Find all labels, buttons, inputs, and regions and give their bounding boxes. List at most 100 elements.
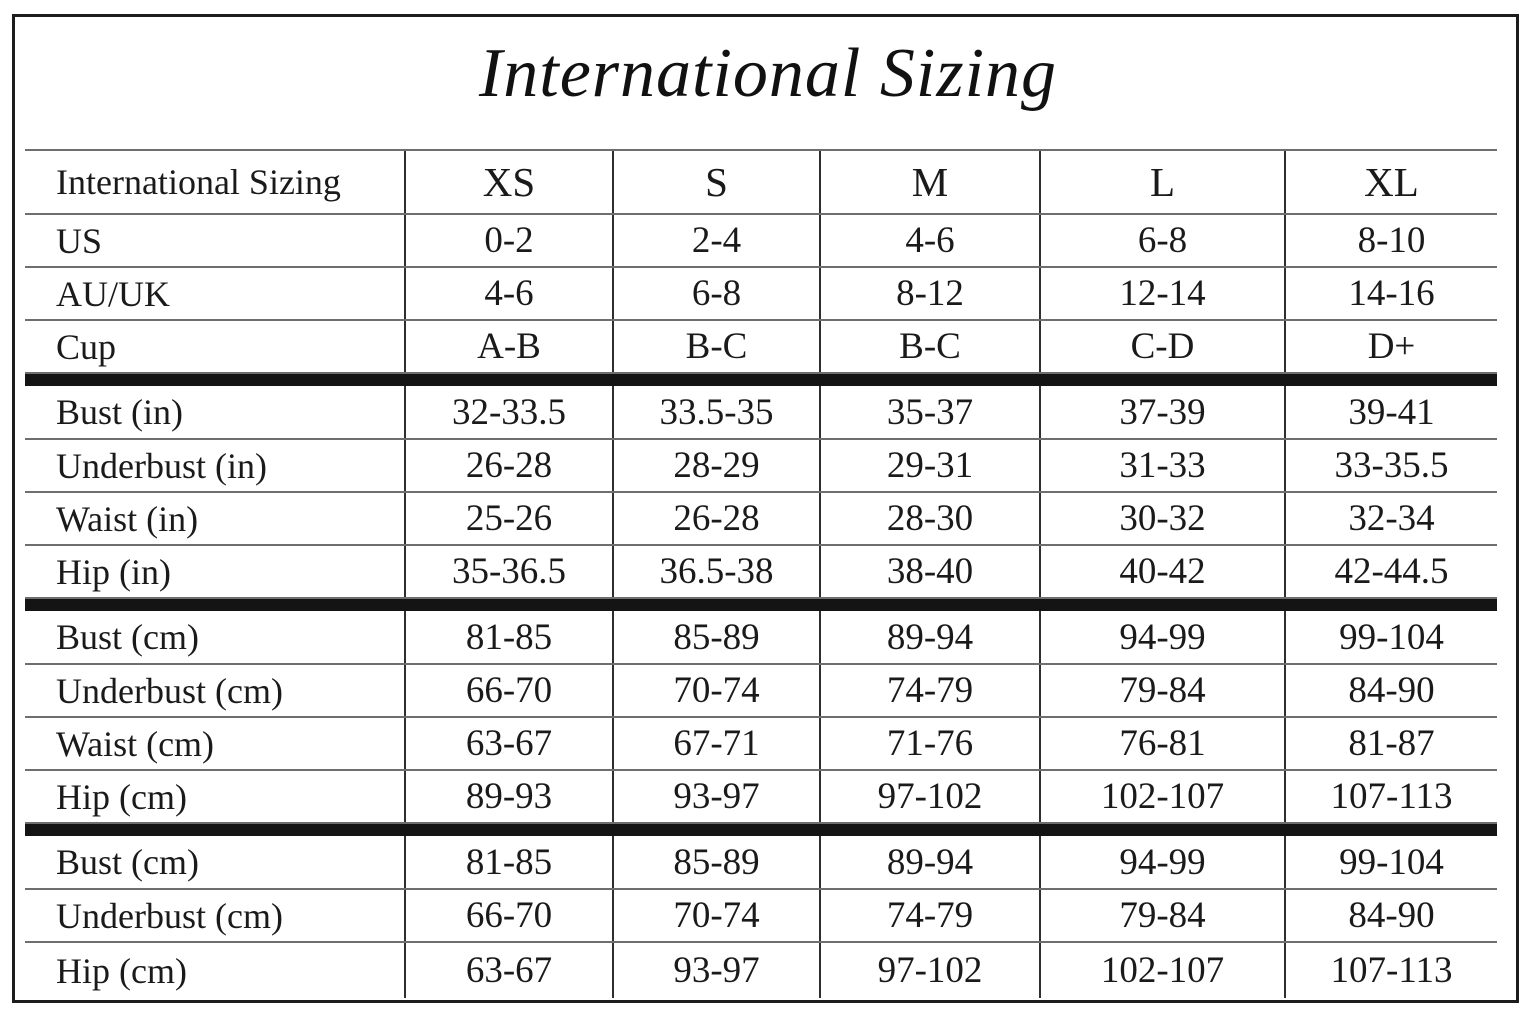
cell-value: 94-99 bbox=[1039, 611, 1285, 665]
table-row: Hip (in) 35-36.5 36.5-38 38-40 40-42 42-44.5 bbox=[25, 545, 1497, 599]
cell-value: 4-6 bbox=[819, 214, 1040, 268]
cell-value: B-C bbox=[612, 320, 820, 374]
row-label: Hip (cm) bbox=[56, 950, 187, 991]
cell-value: 74-79 bbox=[819, 664, 1040, 718]
cell-value: 30-32 bbox=[1039, 492, 1285, 546]
cell-value: 6-8 bbox=[1039, 214, 1285, 268]
section-divider bbox=[25, 823, 1497, 836]
row-label: Bust (in) bbox=[25, 386, 405, 440]
cell-value: 14-16 bbox=[1284, 267, 1497, 321]
header-row: International Sizing XS S M L XL bbox=[25, 149, 1497, 215]
row-label: US bbox=[25, 214, 405, 268]
cell-value: 97-102 bbox=[819, 942, 1040, 998]
cell-value: B-C bbox=[819, 320, 1040, 374]
cell-value: 70-74 bbox=[612, 664, 820, 718]
cell-value: 63-67 bbox=[404, 942, 613, 998]
cell-value: 89-94 bbox=[819, 836, 1040, 890]
cell-value: 37-39 bbox=[1039, 386, 1285, 440]
row-label: Underbust (in) bbox=[25, 439, 405, 493]
row-label: Cup bbox=[25, 320, 405, 374]
cell-value: 36.5-38 bbox=[612, 545, 820, 599]
table-row: Underbust (cm) 66-70 70-74 74-79 79-84 84-90 bbox=[25, 889, 1497, 943]
cell-value: 67-71 bbox=[612, 717, 820, 771]
row-label: Hip (cm) bbox=[25, 770, 405, 824]
cell-value: 85-89 bbox=[612, 611, 820, 665]
table-row: Bust (cm) 81-85 85-89 89-94 94-99 99-104 bbox=[25, 836, 1497, 890]
cell-value: 33.5-35 bbox=[612, 386, 820, 440]
cell-value: 70-74 bbox=[612, 889, 820, 943]
cell-value: 97-102 bbox=[819, 770, 1040, 824]
cell-value: 28-30 bbox=[819, 492, 1040, 546]
outer-border bbox=[12, 14, 1519, 1003]
cell-value: 85-89 bbox=[612, 836, 820, 890]
table-row: Hip (cm) 89-93 93-97 97-102 102-107 107-113 bbox=[25, 770, 1497, 824]
cell-value: 40-42 bbox=[1039, 545, 1285, 599]
cell-value: 25-26 bbox=[404, 492, 613, 546]
table-row: US 0-2 2-4 4-6 6-8 8-10 bbox=[25, 214, 1497, 268]
cell-value: 76-81 bbox=[1039, 717, 1285, 771]
sizing-table: International Sizing XS S M L XL US 0-2 2-4 4-6 6… bbox=[25, 149, 1497, 998]
section-divider bbox=[25, 598, 1497, 611]
cell-value: 99-104 bbox=[1284, 836, 1497, 890]
cell-value: 81-85 bbox=[404, 611, 613, 665]
cell-value: 38-40 bbox=[819, 545, 1040, 599]
header-size-m: M bbox=[819, 149, 1040, 215]
cell-value: 71-76 bbox=[819, 717, 1040, 771]
table-row: Bust (cm) 81-85 85-89 89-94 94-99 99-104 bbox=[25, 611, 1497, 665]
row-label: Hip (in) bbox=[25, 545, 405, 599]
row-label: Bust (cm) bbox=[25, 836, 405, 890]
table-row: Cup A-B B-C B-C C-D D+ bbox=[25, 320, 1497, 374]
divider-bar bbox=[25, 598, 1497, 611]
cell-value: 107-113 bbox=[1284, 770, 1497, 824]
cell-value: 33-35.5 bbox=[1284, 439, 1497, 493]
table-row: Underbust (cm) 66-70 70-74 74-79 79-84 84-90 bbox=[25, 664, 1497, 718]
cell-value: 94-99 bbox=[1039, 836, 1285, 890]
header-label: International Sizing bbox=[25, 149, 405, 215]
cell-value: 66-70 bbox=[404, 664, 613, 718]
section-divider bbox=[25, 373, 1497, 386]
row-label: Waist (in) bbox=[25, 492, 405, 546]
cell-value: 39-41 bbox=[1284, 386, 1497, 440]
table-row: AU/UK 4-6 6-8 8-12 12-14 14-16 bbox=[25, 267, 1497, 321]
cell-value: 93-97 bbox=[612, 770, 820, 824]
header-size-xs: XS bbox=[404, 149, 613, 215]
cell-value: 4-6 bbox=[404, 267, 613, 321]
cell-value: 81-85 bbox=[404, 836, 613, 890]
cell-value: D+ bbox=[1284, 320, 1497, 374]
cell-value: A-B bbox=[404, 320, 613, 374]
header-size-s: S bbox=[612, 149, 820, 215]
cell-value: 79-84 bbox=[1039, 664, 1285, 718]
table-row: Underbust (in) 26-28 28-29 29-31 31-33 33-35.… bbox=[25, 439, 1497, 493]
page-title: International Sizing bbox=[478, 35, 1058, 112]
cell-value: 26-28 bbox=[612, 492, 820, 546]
cell-value: 107-113 bbox=[1284, 942, 1497, 998]
row-label: Underbust (cm) bbox=[25, 889, 405, 943]
divider-bar bbox=[25, 823, 1497, 836]
cell-value: 31-33 bbox=[1039, 439, 1285, 493]
cell-value: 32-34 bbox=[1284, 492, 1497, 546]
cell-value: 8-12 bbox=[819, 267, 1040, 321]
cell-value: 26-28 bbox=[404, 439, 613, 493]
header-size-l: L bbox=[1039, 149, 1285, 215]
cell-value: 66-70 bbox=[404, 889, 613, 943]
cell-value: 84-90 bbox=[1284, 664, 1497, 718]
row-label: Underbust (cm) bbox=[25, 664, 405, 718]
row-label: AU/UK bbox=[25, 267, 405, 321]
cell-value: 32-33.5 bbox=[404, 386, 613, 440]
header-size-xl: XL bbox=[1284, 149, 1497, 215]
cell-value: 102-107 bbox=[1039, 770, 1285, 824]
cell-value: 63-67 bbox=[404, 717, 613, 771]
cell-value: 74-79 bbox=[819, 889, 1040, 943]
row-label: Waist (cm) bbox=[25, 717, 405, 771]
cell-value: 35-37 bbox=[819, 386, 1040, 440]
table-row: Hip (cm) 63-67 93-97 97-102 102-107 107-113 bbox=[25, 942, 1497, 998]
divider-bar bbox=[25, 373, 1497, 386]
cell-value: 42-44.5 bbox=[1284, 545, 1497, 599]
cell-value: 2-4 bbox=[612, 214, 820, 268]
table-row: Waist (cm) 63-67 67-71 71-76 76-81 81-87 bbox=[25, 717, 1497, 771]
cell-value: 89-93 bbox=[404, 770, 613, 824]
cell-value: 28-29 bbox=[612, 439, 820, 493]
cell-value: 8-10 bbox=[1284, 214, 1497, 268]
cell-value: 29-31 bbox=[819, 439, 1040, 493]
